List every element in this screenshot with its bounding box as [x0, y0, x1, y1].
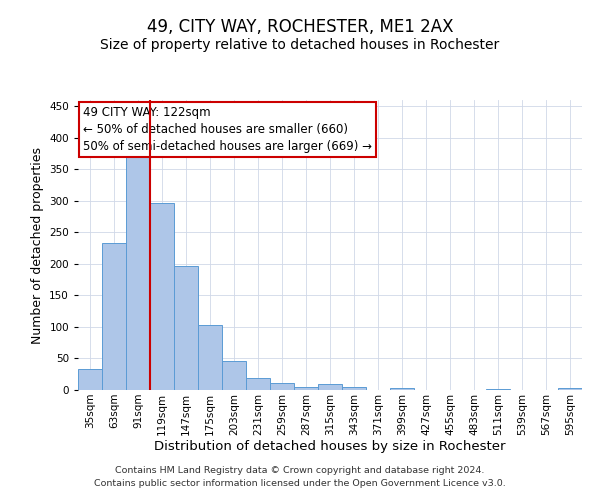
Text: 49, CITY WAY, ROCHESTER, ME1 2AX: 49, CITY WAY, ROCHESTER, ME1 2AX	[147, 18, 453, 36]
Bar	[294, 388, 318, 390]
Text: 49 CITY WAY: 122sqm
← 50% of detached houses are smaller (660)
50% of semi-detac: 49 CITY WAY: 122sqm ← 50% of detached ho…	[83, 106, 372, 153]
Bar	[318, 384, 342, 390]
Bar	[342, 388, 366, 390]
Y-axis label: Number of detached properties: Number of detached properties	[31, 146, 44, 344]
Bar	[390, 388, 414, 390]
Bar	[558, 388, 582, 390]
Bar	[270, 383, 294, 390]
Bar	[102, 243, 126, 390]
Bar	[246, 378, 270, 390]
Bar	[174, 266, 198, 390]
Bar	[222, 361, 246, 390]
Bar	[78, 369, 102, 390]
Bar	[150, 203, 174, 390]
Bar	[198, 325, 222, 390]
Text: Contains HM Land Registry data © Crown copyright and database right 2024.
Contai: Contains HM Land Registry data © Crown c…	[94, 466, 506, 487]
X-axis label: Distribution of detached houses by size in Rochester: Distribution of detached houses by size …	[154, 440, 506, 454]
Text: Size of property relative to detached houses in Rochester: Size of property relative to detached ho…	[100, 38, 500, 52]
Bar	[126, 156, 150, 390]
Bar	[486, 388, 510, 390]
